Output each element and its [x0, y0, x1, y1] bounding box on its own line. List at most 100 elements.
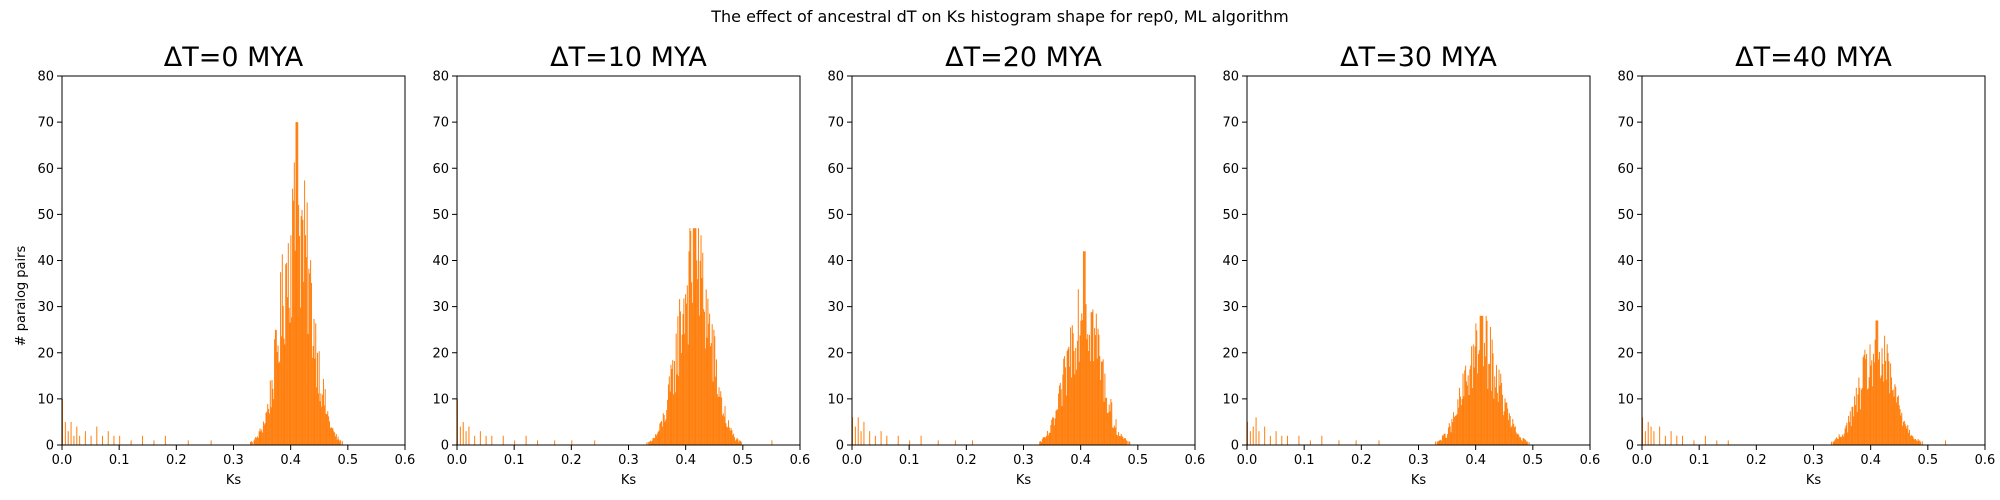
histogram-bar	[309, 273, 311, 445]
histogram-bar	[1091, 312, 1093, 445]
histogram-bar	[262, 421, 264, 445]
histogram-bar	[339, 441, 341, 445]
y-tick-label: 80	[1222, 70, 1239, 85]
x-tick-label: 0.2	[561, 453, 582, 468]
histogram-bar	[1094, 328, 1096, 445]
histogram-bar	[1512, 419, 1514, 445]
histogram-bar	[1055, 410, 1057, 445]
histogram-bar	[698, 315, 700, 445]
histogram-bar	[102, 435, 104, 445]
histogram-bar	[1911, 435, 1913, 445]
histogram-bar	[1523, 438, 1525, 445]
histogram-bar	[674, 392, 676, 445]
histogram-bar	[703, 309, 705, 445]
y-tick-label: 10	[37, 392, 54, 407]
histogram-bar	[210, 440, 212, 445]
histogram-bar	[708, 323, 710, 445]
histogram-bar	[710, 343, 712, 445]
histogram-bar	[1049, 432, 1051, 445]
histogram-bar	[302, 219, 304, 445]
y-tick-label: 10	[432, 392, 449, 407]
x-tick-label: 0.4	[675, 453, 696, 468]
histogram-bar	[1474, 346, 1476, 445]
histogram-bar	[1454, 415, 1456, 445]
histogram-bar	[1445, 437, 1447, 445]
histogram-bar	[920, 435, 922, 445]
histogram-bar	[1252, 426, 1254, 445]
histogram-bar	[1509, 415, 1511, 445]
histogram-bar	[937, 440, 939, 445]
histogram-bar	[1461, 399, 1463, 445]
histogram-bar	[1885, 379, 1887, 445]
histogram-bar	[1111, 402, 1113, 445]
histogram-bar	[1118, 436, 1120, 445]
histogram-bar	[318, 351, 320, 445]
histogram-bar	[1507, 419, 1509, 445]
y-tick-label: 70	[1222, 116, 1239, 131]
histogram-bar	[649, 441, 651, 445]
histogram-bar	[646, 442, 648, 445]
histogram-bar	[1258, 431, 1260, 445]
histogram-bar	[1918, 440, 1920, 445]
y-tick-label: 0	[46, 439, 54, 454]
histogram-bar	[323, 405, 325, 445]
histogram-bar	[707, 298, 709, 445]
histogram-bar	[679, 299, 681, 445]
histogram-bar	[1449, 426, 1451, 445]
x-tick-label: 0.4	[280, 453, 301, 468]
histogram-bar	[341, 441, 343, 445]
histogram-bar	[465, 431, 467, 445]
histogram-bar	[1475, 323, 1477, 445]
histogram-bar	[699, 260, 701, 445]
histogram-bar	[1119, 436, 1121, 445]
histogram-bar	[107, 431, 109, 445]
histogram-bar	[716, 394, 718, 445]
histogram-bar	[1901, 412, 1903, 445]
y-tick-label: 80	[827, 70, 844, 85]
histogram-bar	[648, 441, 650, 445]
subplot-0: ΔT=0 MYA 0.0 0.1 0.2 0.3 0.4 0.5 0.6 0 10 20 30 40 50…	[37, 42, 415, 488]
histogram-bar	[685, 294, 687, 445]
histogram-bar	[1464, 370, 1466, 445]
histogram-bar	[740, 441, 742, 445]
x-tick-label: 0.4	[1860, 453, 1881, 468]
histogram-bar	[1466, 385, 1468, 445]
histogram-bar	[1092, 309, 1094, 445]
histogram-bar	[1859, 387, 1861, 445]
histogram-bar	[1855, 387, 1857, 445]
histogram-bar	[1489, 363, 1491, 445]
histogram-bar	[972, 440, 974, 445]
histogram-bar	[727, 427, 729, 445]
histogram-bar	[271, 380, 273, 445]
histogram-bar	[1465, 381, 1467, 445]
histogram-bar	[1088, 334, 1090, 445]
histogram-bar	[1309, 440, 1311, 445]
histogram-bar	[1125, 440, 1127, 445]
histogram-bar	[1842, 436, 1844, 445]
histogram-bar	[1121, 435, 1123, 445]
histogram-bar	[1075, 347, 1077, 445]
histogram-bar	[1856, 412, 1858, 445]
histogram-bar	[1522, 437, 1524, 445]
histogram-bar	[1064, 356, 1066, 445]
histogram-bar	[1881, 348, 1883, 445]
histogram-bar	[1851, 407, 1853, 445]
histogram-bar	[1880, 375, 1882, 445]
histogram-bar	[272, 388, 274, 445]
histogram-bar	[655, 434, 657, 445]
x-tick-label: 0.5	[1917, 453, 1938, 468]
y-tick-label: 20	[827, 346, 844, 361]
histogram-bar	[1891, 390, 1893, 445]
histogram-bar	[954, 440, 956, 445]
histogram-bar	[1471, 388, 1473, 445]
histogram-bar	[257, 437, 259, 445]
histogram-bar	[113, 435, 115, 445]
histogram-bar	[1040, 442, 1042, 445]
histogram-bar	[1378, 440, 1380, 445]
histogram-bar	[1114, 427, 1116, 445]
histogram-bar	[1056, 409, 1058, 445]
y-tick-label: 60	[827, 162, 844, 177]
x-tick-label: 0.4	[1465, 453, 1486, 468]
histogram-bar	[331, 427, 333, 445]
histogram-bar	[712, 381, 714, 445]
